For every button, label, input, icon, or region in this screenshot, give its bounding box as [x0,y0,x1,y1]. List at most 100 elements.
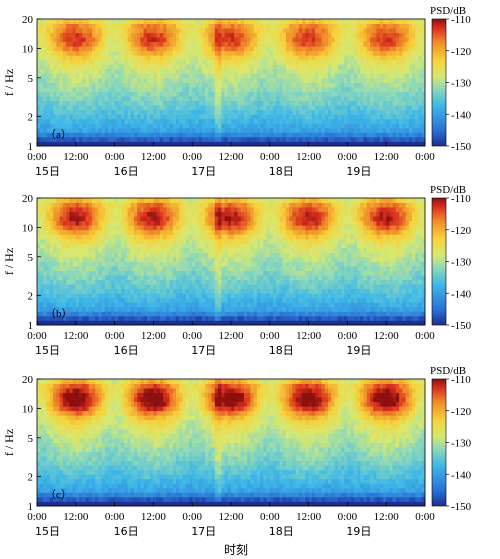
heatmap-cell [59,279,64,285]
heatmap-cell [91,216,96,222]
heatmap-cell [79,77,83,83]
heatmap-cell [95,202,99,208]
heatmap-cell [91,132,96,138]
heatmap-cell [117,64,122,70]
heatmap-cell [140,141,145,147]
heatmap-cell [363,87,368,92]
heatmap-cell [117,275,122,281]
heatmap-cell [211,91,216,97]
heatmap-cell [382,82,387,88]
heatmap-cell [104,82,109,88]
heatmap-cell [269,141,274,147]
heatmap-cell [331,141,335,147]
heatmap-cell [182,100,187,106]
heatmap-cell [334,28,339,34]
heatmap-cell [214,202,219,208]
heatmap-cell [205,297,209,303]
heatmap-cell [40,19,44,24]
heatmap-cell [292,19,297,24]
heatmap-cell [82,64,86,70]
heatmap-cell [176,211,180,217]
heatmap-cell [201,37,206,43]
heatmap-cell [95,311,99,317]
heatmap-cell [418,28,423,34]
heatmap-cell [408,141,413,147]
heatmap-cell [305,77,309,83]
heatmap-cell [188,229,193,235]
heatmap-cell [59,234,64,240]
heatmap-cell [399,141,403,147]
heatmap-cell [405,127,410,133]
heatmap-cell [75,59,80,65]
heatmap-cell [237,87,242,92]
heatmap-cell [340,77,345,83]
heatmap-cell [211,202,216,208]
heatmap-cell [104,91,109,97]
heatmap-cell [66,41,70,47]
heatmap-cell [370,136,374,142]
heatmap-cell [243,68,248,74]
heatmap-cell [350,28,355,34]
heatmap-cell [95,37,99,43]
heatmap-cell [205,55,209,61]
heatmap-cell [137,315,141,321]
heatmap-cell [66,114,70,120]
heatmap-cell [62,59,67,65]
heatmap-cell [59,216,64,222]
heatmap-cell [127,302,132,308]
heatmap-cell [53,82,57,88]
heatmap-cell [211,220,216,226]
heatmap-cell [124,127,128,133]
heatmap-cell [163,284,167,290]
day-label: 15日 [35,165,60,178]
heatmap-cell [108,229,112,235]
heatmap-cell [172,96,177,102]
heatmap-cell [289,91,293,97]
heatmap-cell [321,50,326,56]
heatmap-cell [188,41,193,47]
heatmap-cell [163,275,167,281]
heatmap-cell [198,302,203,308]
heatmap-cell [37,96,41,102]
heatmap-cell [373,87,377,92]
heatmap-cell [405,32,410,38]
heatmap-cell [40,238,44,244]
heatmap-cells [37,19,426,147]
heatmap-cell [250,77,255,83]
heatmap-cell [88,41,93,47]
heatmap-cell [66,23,70,29]
heatmap-cell [43,68,48,74]
heatmap-cell [146,19,151,24]
heatmap-cell [392,87,397,92]
heatmap-cell [214,50,219,56]
heatmap-cell [56,105,61,111]
heatmap-cell [366,59,371,65]
heatmap-cell [289,82,293,88]
heatmap-cell [98,46,103,52]
heatmap-cell [198,77,203,83]
heatmap-cell [324,132,329,138]
heatmap-cell [344,127,348,133]
heatmap-cell [82,100,86,106]
heatmap-cell [98,229,103,235]
heatmap-cell [111,207,115,213]
heatmap-cell [95,96,99,102]
heatmap-cell [211,275,216,281]
heatmap-cell [273,55,277,61]
heatmap-cell [214,288,219,294]
heatmap-cell [176,315,180,321]
heatmap-cell [85,252,90,258]
heatmap-cell [344,109,348,115]
heatmap-cell [408,46,413,52]
heatmap-cell [415,136,419,142]
heatmap-cell [79,216,83,222]
heatmap-cell [85,46,90,52]
heatmap-cell [85,266,90,271]
heatmap-cell [382,37,387,43]
heatmap-cell [114,315,119,321]
heatmap-cell [211,46,216,52]
heatmap-cell [85,211,90,217]
heatmap-cell [88,256,93,262]
heatmap-cell [49,315,54,321]
heatmap-cell [360,118,364,124]
